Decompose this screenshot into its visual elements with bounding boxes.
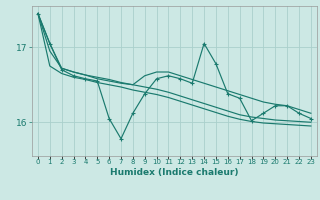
- X-axis label: Humidex (Indice chaleur): Humidex (Indice chaleur): [110, 168, 239, 177]
